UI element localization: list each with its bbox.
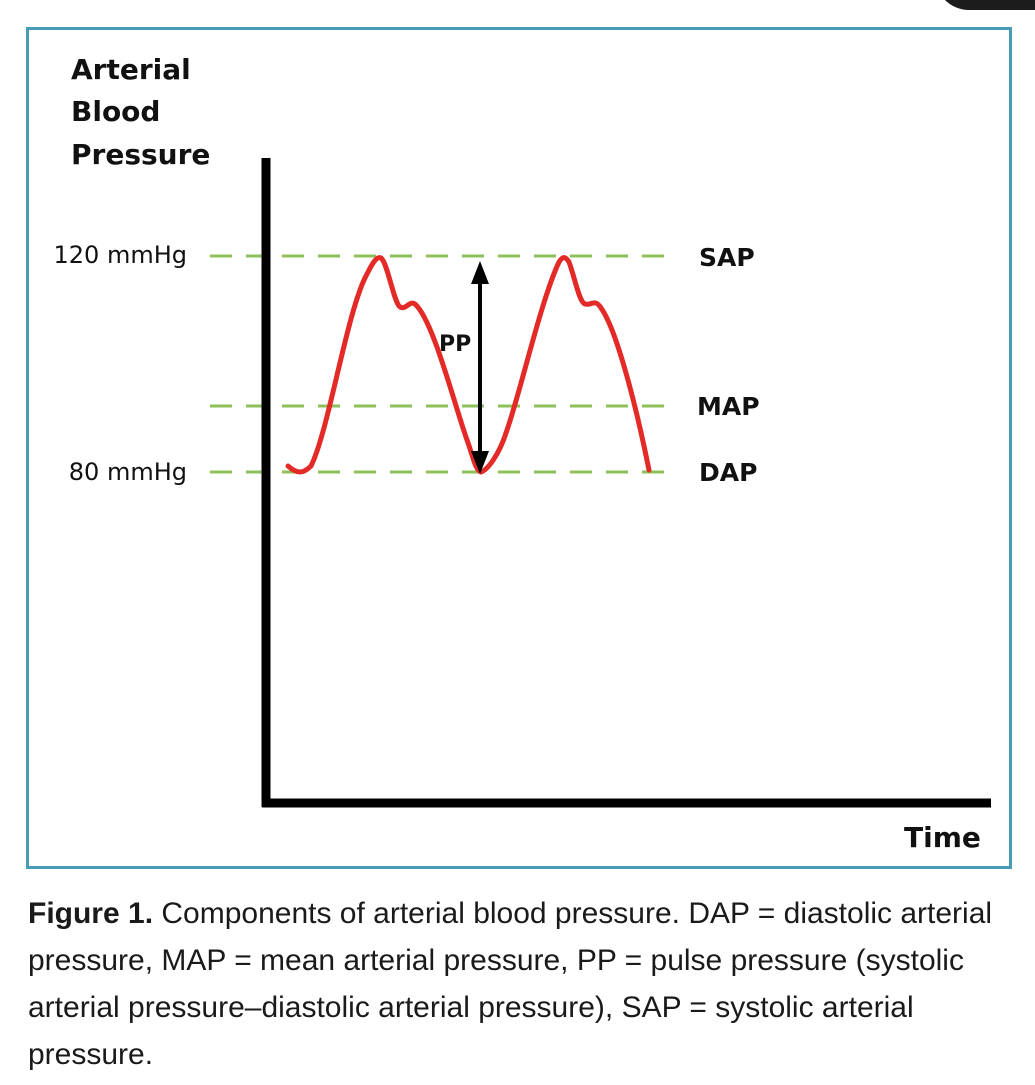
blood-pressure-diagram: Arterial Blood Pressure 120 mmHg 80 mmHg… xyxy=(54,53,991,854)
caption-text: Components of arterial blood pressure. D… xyxy=(28,897,993,1071)
y-axis-title-line-2: Blood xyxy=(71,95,160,128)
x-axis-title: Time xyxy=(904,821,981,854)
arterial-pressure-waveform xyxy=(285,255,652,475)
y-tick-label-80: 80 mmHg xyxy=(69,458,187,486)
corner-decoration xyxy=(935,0,1035,10)
map-label: MAP xyxy=(697,392,760,421)
arrow-down-icon xyxy=(471,451,489,474)
figure-frame: Arterial Blood Pressure 120 mmHg 80 mmHg… xyxy=(26,27,1012,869)
y-axis-title-line-3: Pressure xyxy=(71,138,210,171)
figure-caption: Figure 1. Components of arterial blood p… xyxy=(28,890,1013,1078)
y-axis-title-line-1: Arterial xyxy=(71,53,191,86)
y-tick-label-120: 120 mmHg xyxy=(54,241,187,269)
pulse-pressure-label: PP xyxy=(439,332,471,357)
arrow-up-icon xyxy=(471,261,489,284)
sap-label: SAP xyxy=(699,243,755,272)
figure-label: Figure 1. xyxy=(28,897,154,930)
dap-label: DAP xyxy=(699,458,757,487)
